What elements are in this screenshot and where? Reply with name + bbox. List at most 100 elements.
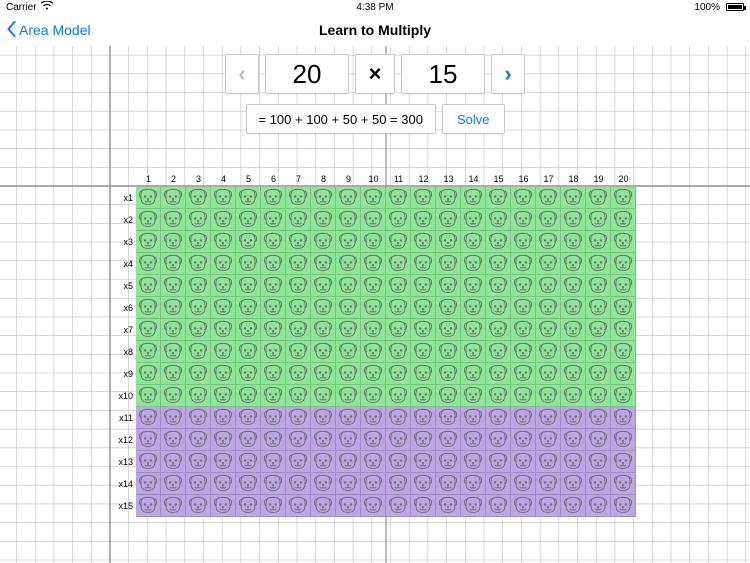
col-label: 1	[136, 174, 161, 187]
area-cell	[136, 495, 161, 517]
area-cell	[611, 451, 636, 473]
status-bar: Carrier 4:38 PM 100%	[0, 0, 750, 14]
area-cell	[486, 187, 511, 209]
area-cell	[411, 363, 436, 385]
area-cell	[211, 363, 236, 385]
col-label: 5	[236, 174, 261, 187]
area-cell	[186, 407, 211, 429]
area-cell	[586, 275, 611, 297]
area-cell	[261, 363, 286, 385]
multiplicand-box[interactable]: 20	[265, 54, 349, 94]
area-cell	[411, 385, 436, 407]
area-cell	[311, 319, 336, 341]
area-cell	[261, 495, 286, 517]
battery-icon	[726, 3, 744, 11]
area-cell	[211, 495, 236, 517]
area-cell	[161, 253, 186, 275]
area-cell	[561, 407, 586, 429]
area-cell	[536, 473, 561, 495]
back-button[interactable]: Area Model	[6, 14, 91, 46]
area-cell	[261, 473, 286, 495]
area-cell	[436, 297, 461, 319]
area-cell	[386, 275, 411, 297]
nav-bar: Area Model Learn to Multiply	[0, 14, 750, 46]
area-cell	[261, 429, 286, 451]
area-cell	[211, 275, 236, 297]
row-label: x12	[110, 429, 136, 451]
col-label: 16	[511, 174, 536, 187]
area-cell	[611, 429, 636, 451]
area-cell	[436, 473, 461, 495]
area-cell	[211, 297, 236, 319]
area-cell	[461, 407, 486, 429]
area-cell	[311, 187, 336, 209]
area-cell	[561, 495, 586, 517]
area-cell	[236, 429, 261, 451]
area-cell	[361, 363, 386, 385]
area-cell	[261, 231, 286, 253]
area-cell	[186, 209, 211, 231]
area-cell	[511, 407, 536, 429]
area-cell	[561, 275, 586, 297]
area-cell	[261, 385, 286, 407]
area-cell	[461, 363, 486, 385]
col-label: 7	[286, 174, 311, 187]
area-cell	[611, 407, 636, 429]
area-cell	[561, 429, 586, 451]
area-cell	[136, 187, 161, 209]
col-label: 8	[311, 174, 336, 187]
area-cell	[586, 407, 611, 429]
area-cell	[211, 187, 236, 209]
area-cell	[511, 385, 536, 407]
row-label: x13	[110, 451, 136, 473]
area-cell	[286, 297, 311, 319]
area-cell	[461, 429, 486, 451]
col-label: 10	[361, 174, 386, 187]
area-cell	[361, 429, 386, 451]
next-button[interactable]: ›	[491, 54, 525, 94]
area-cell	[136, 363, 161, 385]
prev-button[interactable]: ‹	[225, 54, 259, 94]
area-cell	[161, 363, 186, 385]
col-label: 20	[611, 174, 636, 187]
row-label: x8	[110, 341, 136, 363]
area-cell	[461, 385, 486, 407]
area-cell	[336, 209, 361, 231]
area-cell	[586, 209, 611, 231]
area-cell	[161, 209, 186, 231]
area-cell	[361, 297, 386, 319]
area-cell	[511, 429, 536, 451]
area-cell	[311, 297, 336, 319]
area-cell	[136, 429, 161, 451]
col-label: 12	[411, 174, 436, 187]
col-label: 18	[561, 174, 586, 187]
area-cell	[611, 231, 636, 253]
area-cell	[286, 451, 311, 473]
area-cell	[386, 341, 411, 363]
area-cell	[611, 209, 636, 231]
area-cell	[311, 473, 336, 495]
clock: 4:38 PM	[0, 2, 750, 13]
area-cell	[461, 231, 486, 253]
area-cell	[561, 231, 586, 253]
area-cell	[336, 473, 361, 495]
area-cell	[511, 363, 536, 385]
area-cell	[186, 429, 211, 451]
area-cell	[186, 231, 211, 253]
area-cell	[286, 473, 311, 495]
area-cell	[311, 451, 336, 473]
area-cell	[536, 451, 561, 473]
area-cell	[286, 495, 311, 517]
area-cell	[161, 297, 186, 319]
area-cell	[186, 451, 211, 473]
area-cell	[586, 451, 611, 473]
solve-button[interactable]: Solve	[442, 104, 505, 134]
area-cell	[436, 253, 461, 275]
area-cell	[186, 473, 211, 495]
area-cell	[286, 253, 311, 275]
area-cell	[611, 319, 636, 341]
area-cell	[161, 429, 186, 451]
multiplier-box[interactable]: 15	[401, 54, 485, 94]
area-cell	[586, 429, 611, 451]
area-cell	[486, 297, 511, 319]
